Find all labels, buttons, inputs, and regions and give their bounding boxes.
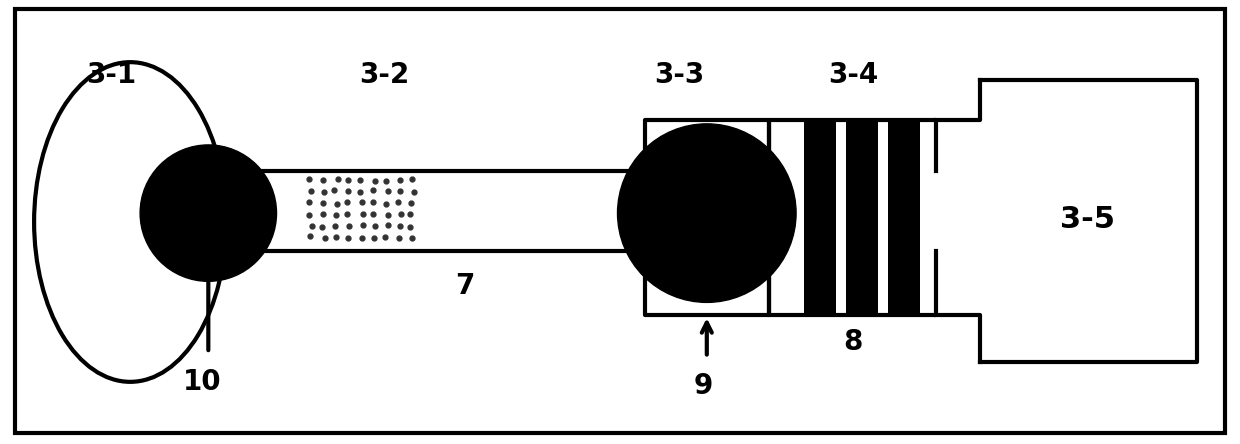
Text: 8: 8 <box>843 328 863 356</box>
Text: 3-3: 3-3 <box>655 61 704 90</box>
Text: 3-4: 3-4 <box>828 61 878 90</box>
Ellipse shape <box>618 124 796 302</box>
Text: 3-5: 3-5 <box>1060 205 1115 234</box>
Ellipse shape <box>140 145 277 281</box>
Text: 7: 7 <box>455 272 475 301</box>
Bar <box>804 120 836 315</box>
Text: 10: 10 <box>182 368 222 396</box>
Text: 3-2: 3-2 <box>360 61 409 90</box>
Text: 9: 9 <box>693 372 713 400</box>
Bar <box>846 120 878 315</box>
Bar <box>888 120 920 315</box>
Text: 3-1: 3-1 <box>87 61 136 90</box>
